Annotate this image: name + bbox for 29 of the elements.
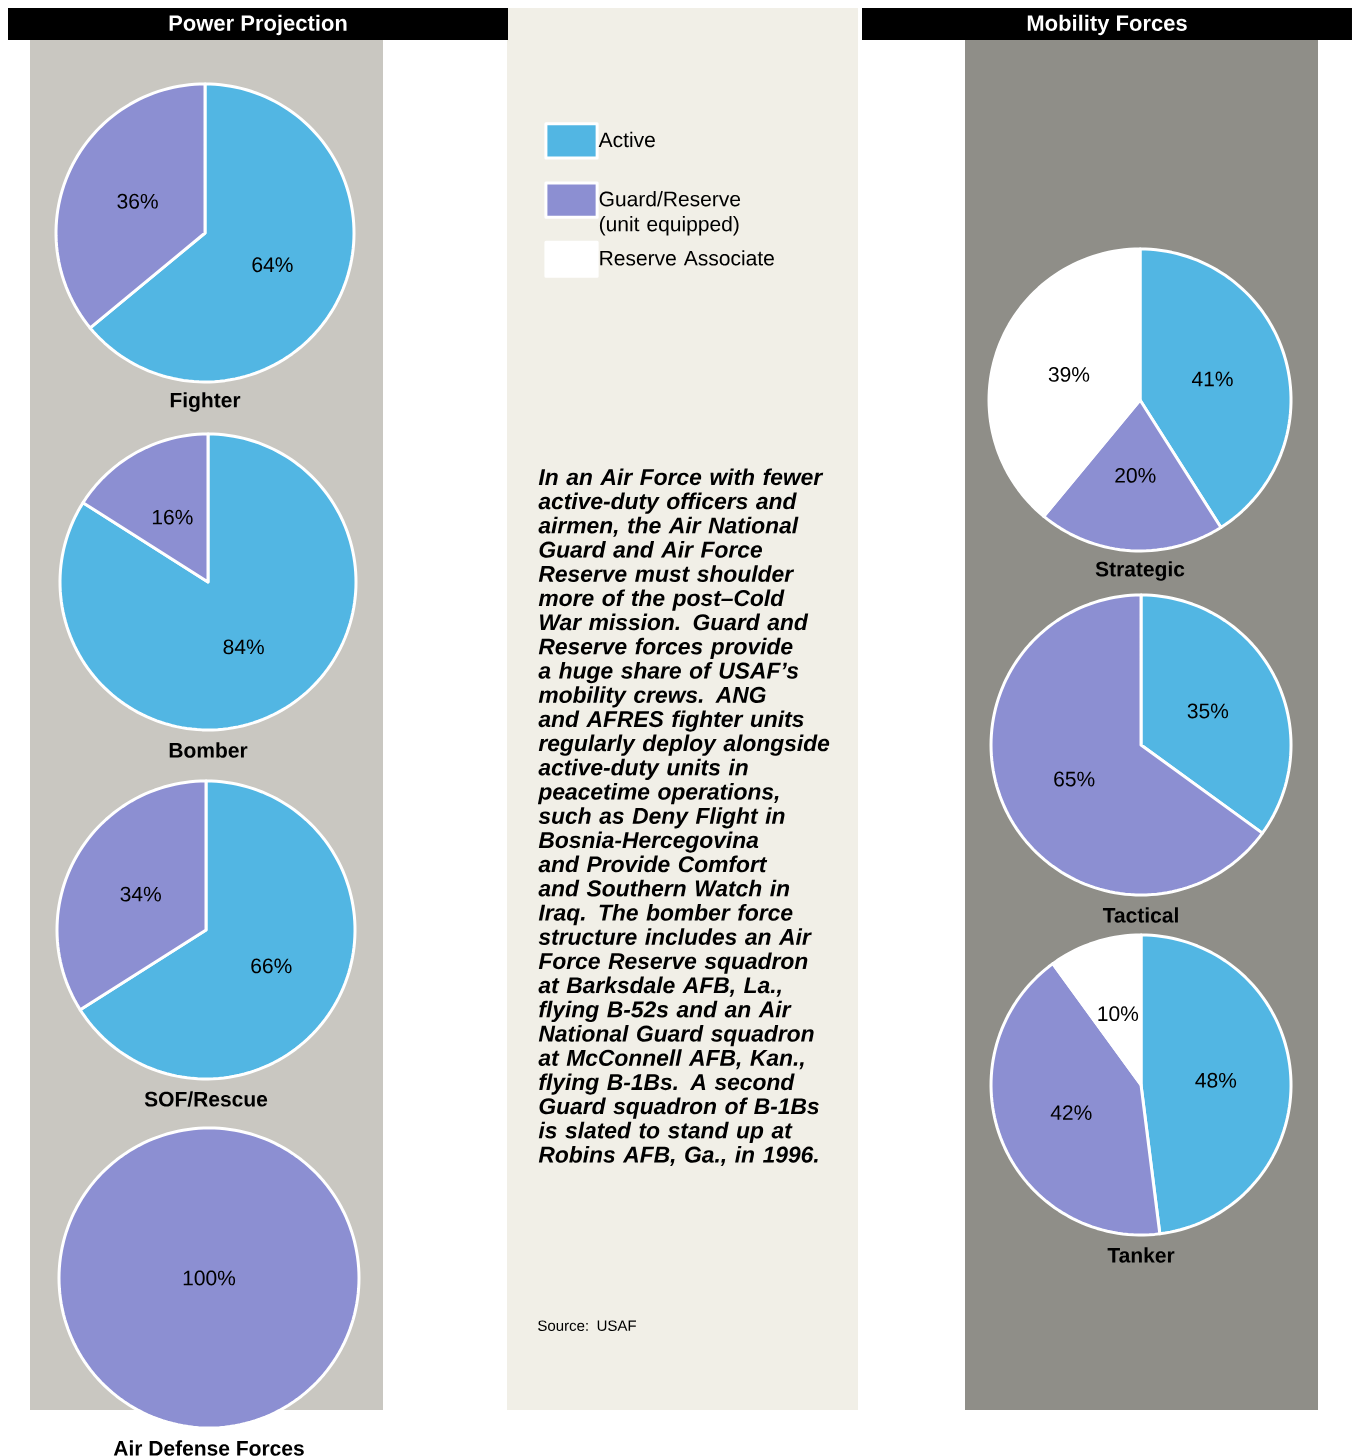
data-label: 41% [1191, 371, 1233, 387]
text: Strategic [1095, 561, 1185, 581]
legend-label: Active [598, 131, 655, 148]
data-label: 84% [223, 639, 264, 655]
chart-title: Mobility Forces [1027, 14, 1187, 36]
source-note: Source: USAF [538, 1320, 636, 1332]
text: Fighter [170, 392, 241, 412]
text: Tanker [1107, 1247, 1175, 1263]
data-label: 65% [1054, 771, 1095, 787]
data-label: 100% [183, 1270, 236, 1286]
data-label: 34% [120, 886, 161, 902]
text: In an Air Force with fewer active-duty officers and airmen, the Air National Guard and Air Force Reserve must shoulder more of the post–Cold War mission. Guard and Reserve forces provide a huge share of USAF’s mobility crews. ANG and AFRES fighter units regularly deploy alongside active-duty units in peacetime operations, such as Deny Flight in Bosnia-Hercegovina and Provide Comfort and Southern Watch in Iraq. The bomber force structure includes an Air Force Reserve squadron at Barksdale AFB, La., flying B-52s and an Air National Guard squadron at McConnell AFB, Kan., flying B-1Bs. A second Guard squadron of B-1Bs is slated to stand up at Robins AFB, Ga., in 1996. [537, 468, 830, 1167]
text: Air Defense Forces [113, 1440, 304, 1456]
text: SOF/Rescue [144, 1091, 268, 1107]
legend-label: Reserve Associate [600, 250, 774, 266]
data-label: 66% [251, 958, 292, 974]
data-label: 48% [1195, 1072, 1237, 1088]
data-label: 42% [1050, 1105, 1092, 1120]
data-label: 16% [152, 509, 193, 525]
text: Tactical [1102, 907, 1178, 923]
data-label: 64% [252, 257, 293, 273]
text: Bomber [169, 742, 248, 758]
legend-label: Guard/Reserve (unit equipped) [599, 190, 741, 236]
data-label: 20% [1115, 467, 1156, 483]
data-label: 36% [117, 193, 158, 209]
data-label: 35% [1187, 703, 1229, 719]
chart-title: Power Projection [169, 14, 347, 36]
data-label: 39% [1048, 366, 1090, 382]
data-label: 10% [1098, 1006, 1139, 1022]
